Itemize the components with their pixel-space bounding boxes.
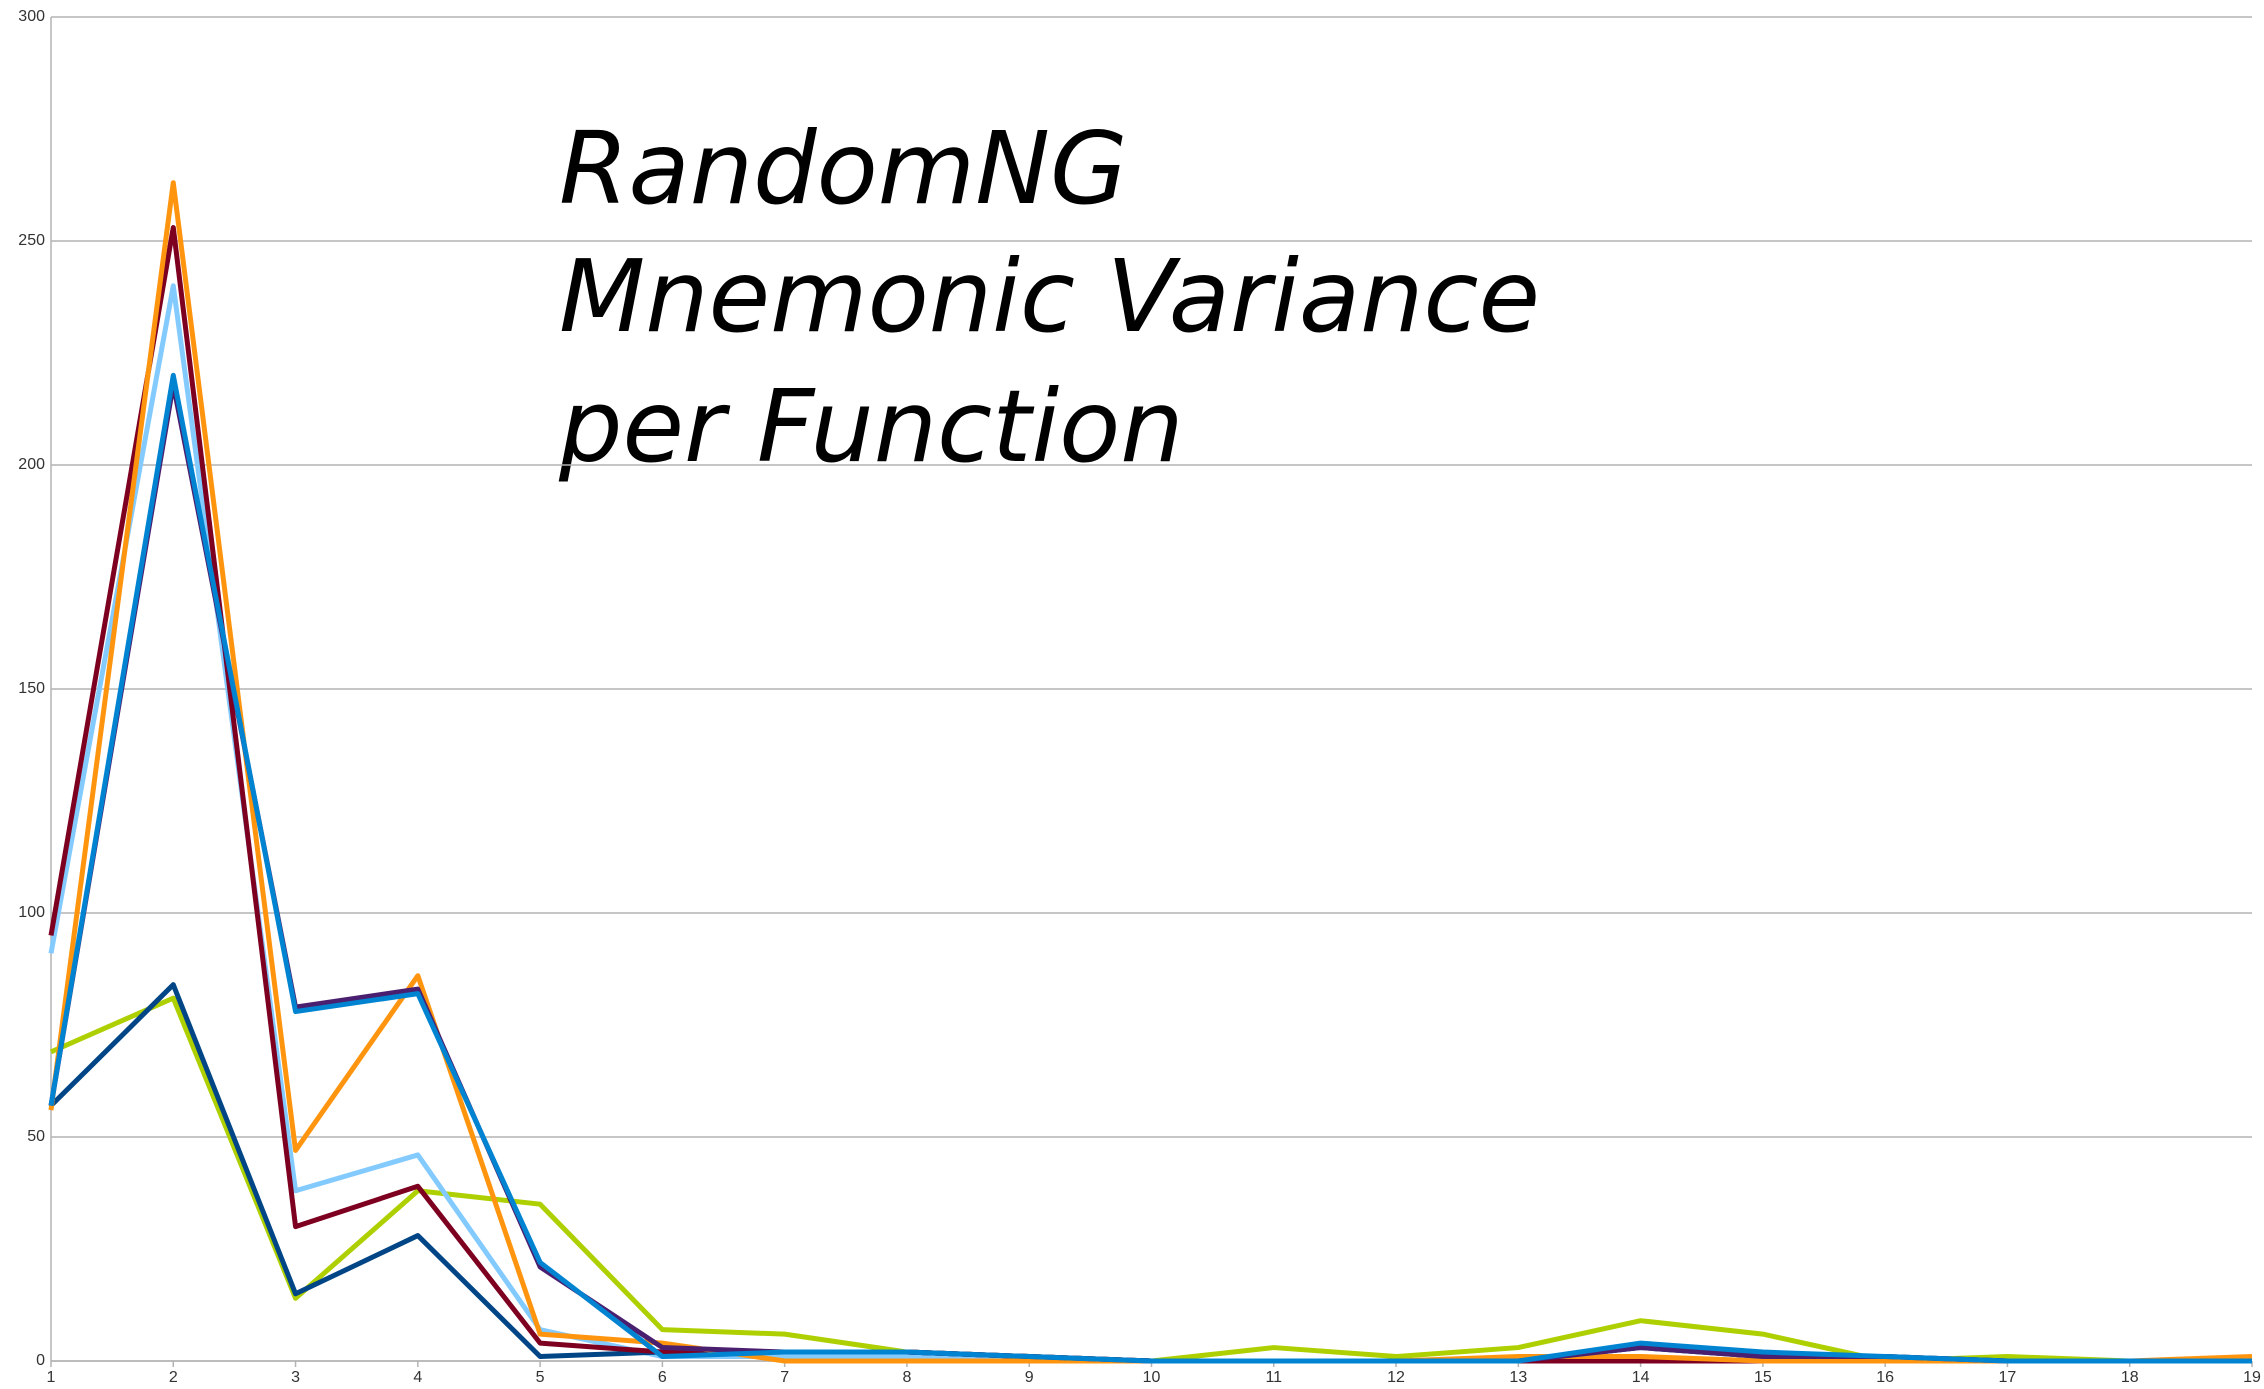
x-tick-label: 16 [1876,1369,1894,1386]
series-line [48,381,2252,1364]
series-line [49,995,2252,1364]
x-tick-label: 10 [1143,1369,1161,1386]
x-tick-label: 1 [47,1369,56,1386]
x-tick-label: 9 [1025,1369,1034,1386]
x-tick-label: 6 [658,1369,667,1386]
chart-title: Mnemonic Variance [559,238,1540,355]
x-tick-label: 4 [413,1369,422,1386]
x-tick-label: 8 [902,1369,911,1386]
x-tick-label: 2 [169,1369,178,1386]
x-tick-label: 12 [1387,1369,1405,1386]
x-tick-label: 14 [1632,1369,1650,1386]
series-line [48,180,2253,1364]
y-tick-label: 200 [18,456,45,473]
y-tick-label: 100 [18,904,45,921]
x-tick-label: 3 [291,1369,300,1386]
x-tick-label: 7 [780,1369,789,1386]
x-tick-label: 17 [1999,1369,2017,1386]
x-tick-label: 13 [1509,1369,1527,1386]
x-tick-label: 19 [2243,1369,2261,1386]
x-tick-label: 15 [1754,1369,1772,1386]
y-tick-label: 250 [18,232,45,249]
series-line [48,372,2252,1364]
y-tick-label: 0 [36,1352,45,1369]
chart-title: per Function [558,368,1184,485]
y-tick-label: 50 [27,1128,45,1145]
y-tick-label: 150 [18,680,45,697]
x-tick-label: 5 [536,1369,545,1386]
x-tick-label: 18 [2121,1369,2139,1386]
chart-title: RandomNG [559,110,1128,227]
x-tick-label: 11 [1265,1369,1282,1386]
series-line [49,982,2252,1364]
y-tick-label: 300 [18,8,45,25]
